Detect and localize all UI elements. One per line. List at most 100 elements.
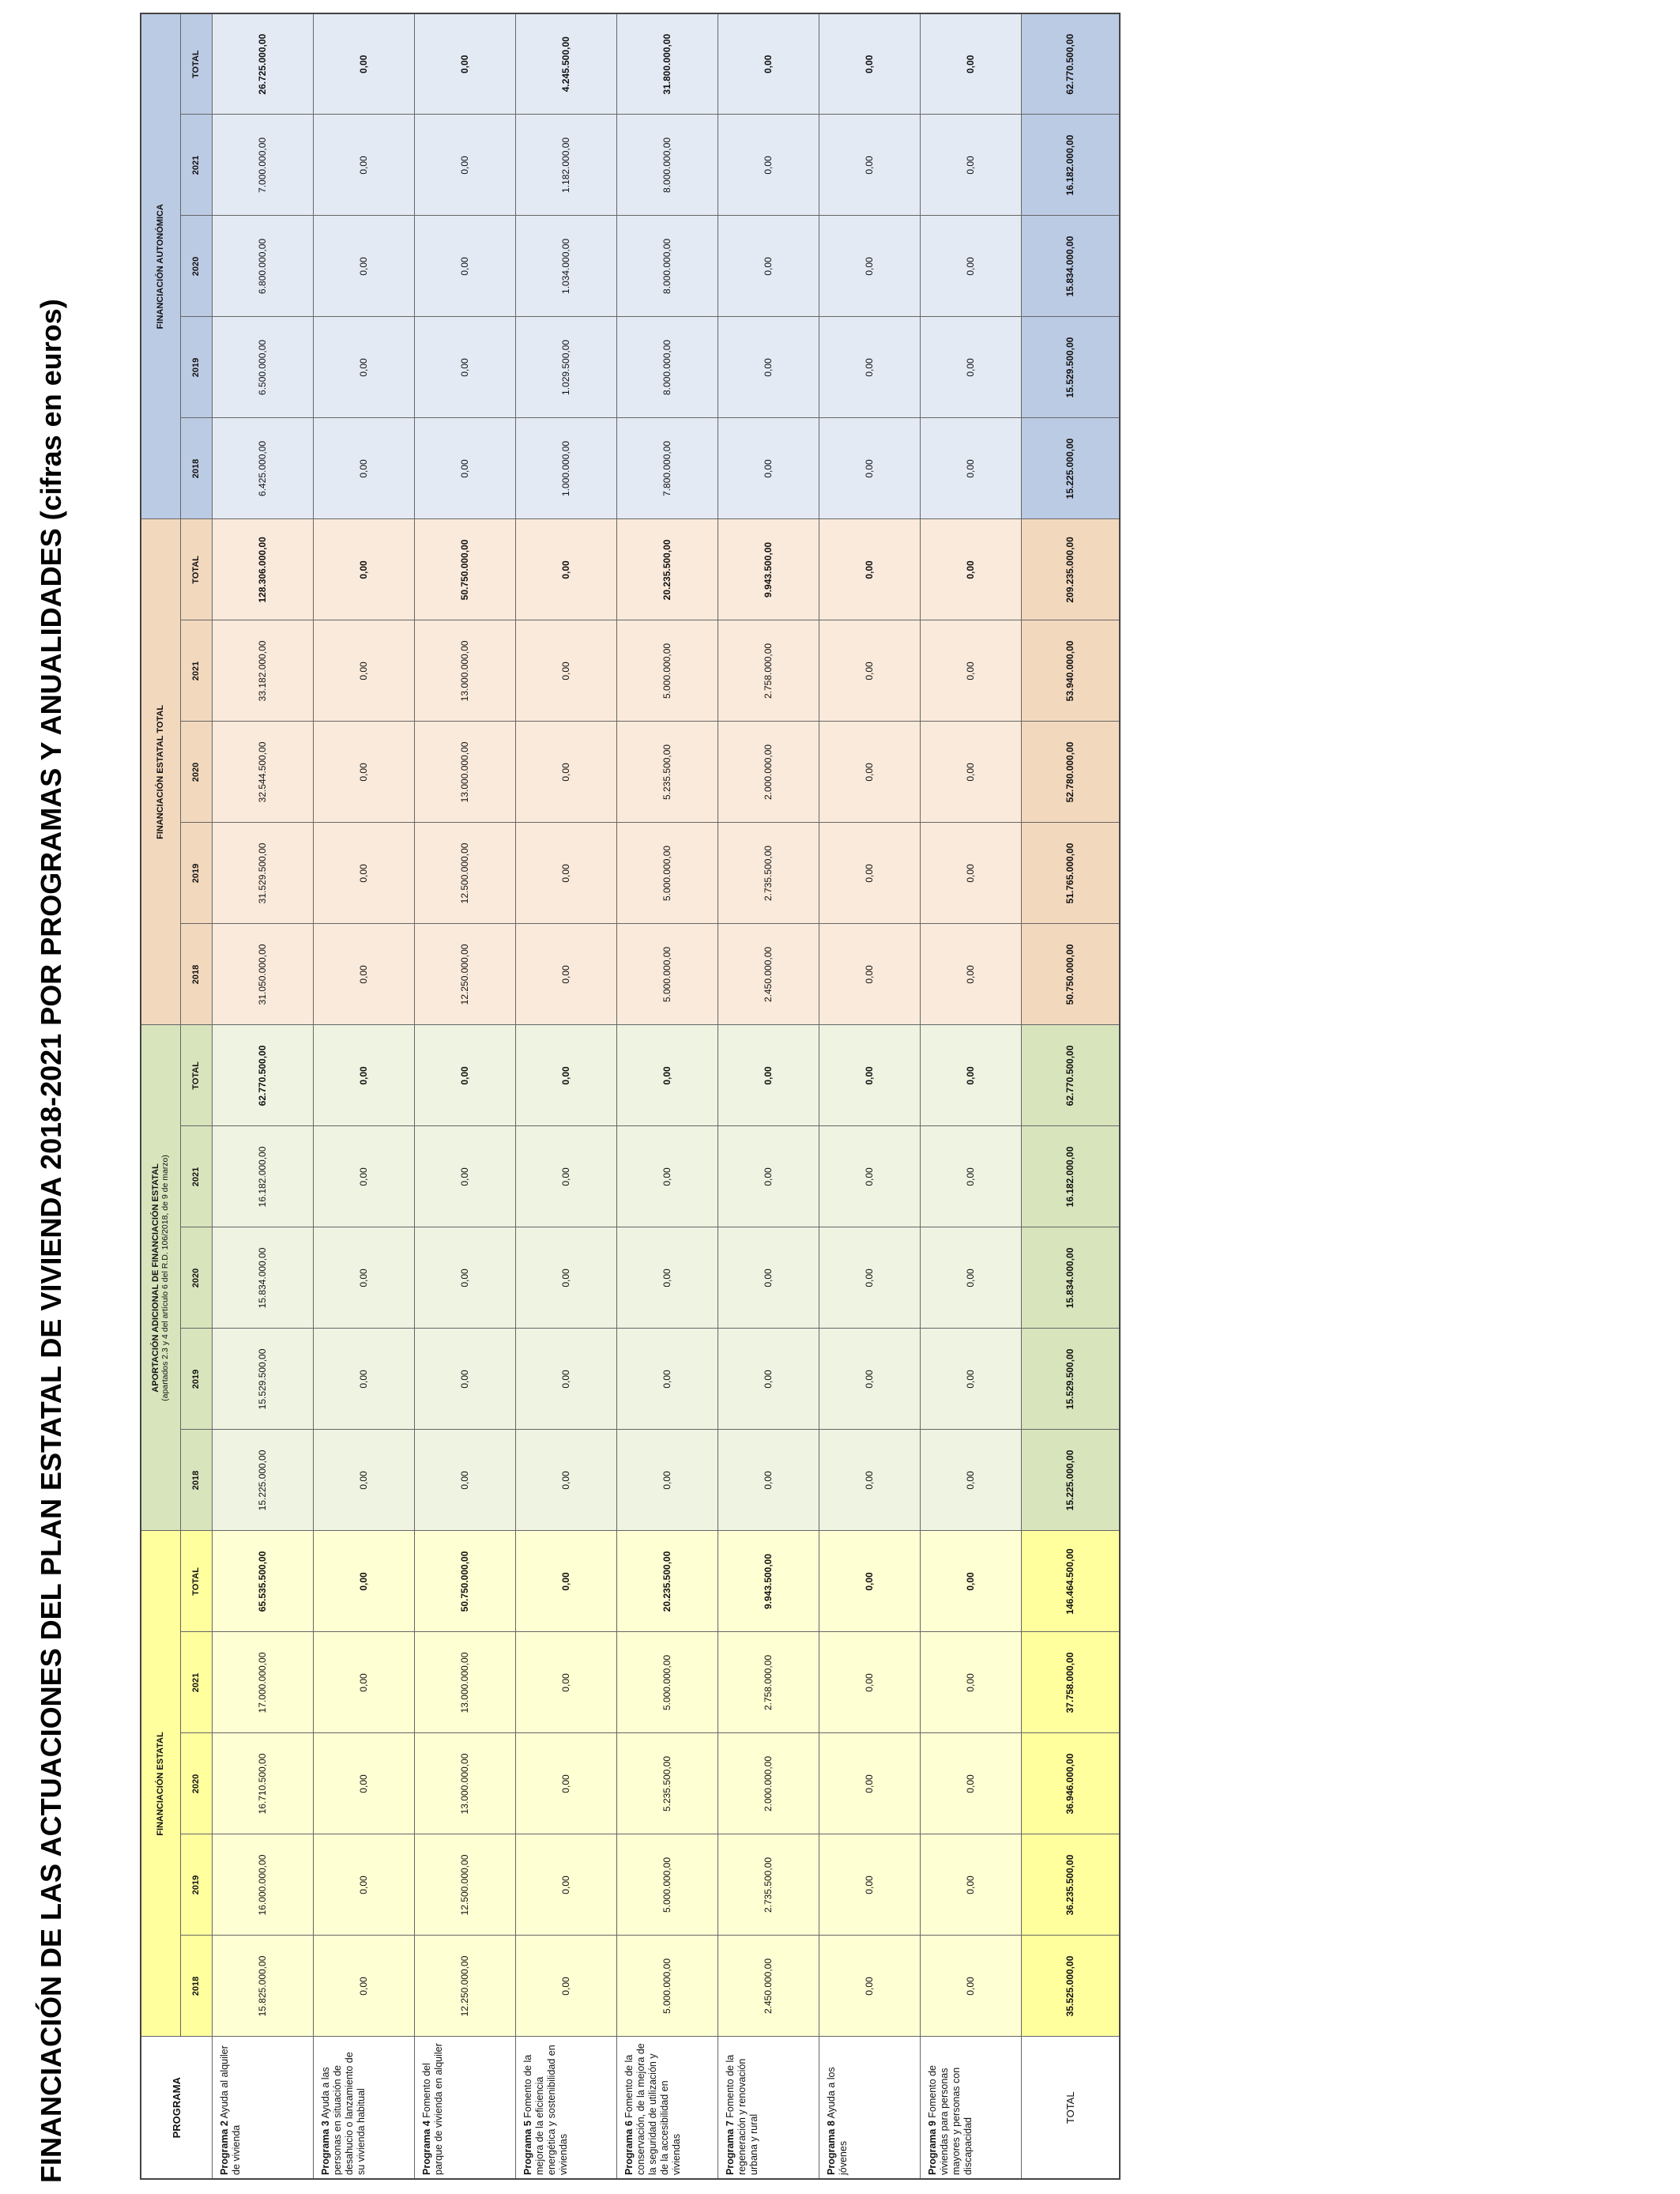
value-cell: 0,00	[819, 1227, 920, 1329]
value-cell: 0,00	[718, 1227, 819, 1329]
value-cell: 0,00	[313, 1227, 414, 1329]
value-cell: 0,00	[819, 518, 920, 620]
value-cell: 0,00	[515, 923, 616, 1025]
value-cell: 15.834.000,00	[212, 1227, 313, 1329]
value-cell: 0,00	[718, 417, 819, 519]
total-cell: 15.834.000,00	[1021, 1227, 1120, 1329]
value-cell: 0,00	[920, 1936, 1021, 2037]
value-cell: 0,00	[920, 518, 1021, 620]
program-row: Programa 7 Fomento de la regeneración y …	[718, 13, 819, 2179]
value-cell: 2.000.000,00	[718, 1733, 819, 1834]
value-cell: 0,00	[515, 1227, 616, 1329]
value-cell: 0,00	[515, 1024, 616, 1126]
value-cell: 20.235.500,00	[616, 518, 718, 620]
value-cell: 0,00	[920, 721, 1021, 823]
year-header: 2019	[180, 1328, 212, 1430]
program-number: Programa 6	[623, 2120, 635, 2175]
value-cell: 2.450.000,00	[718, 1936, 819, 2037]
value-cell: 16.710.500,00	[212, 1733, 313, 1834]
value-cell: 0,00	[616, 1429, 718, 1531]
total-cell: 209.235.000,00	[1021, 518, 1120, 620]
value-cell: 15.825.000,00	[212, 1936, 313, 2037]
value-cell: 0,00	[414, 1227, 515, 1329]
program-number: Programa 3	[319, 2120, 331, 2175]
value-cell: 0,00	[819, 1429, 920, 1531]
value-cell: 9.943.500,00	[718, 518, 819, 620]
value-cell: 1.182.000,00	[515, 114, 616, 216]
year-header: 2020	[180, 215, 212, 317]
year-header: TOTAL	[180, 1024, 212, 1126]
value-cell: 0,00	[414, 13, 515, 115]
value-cell: 0,00	[920, 114, 1021, 216]
program-number: Programa 5	[522, 2120, 533, 2175]
value-cell: 0,00	[515, 518, 616, 620]
value-cell: 12.250.000,00	[414, 1936, 515, 2037]
value-cell: 0,00	[616, 1024, 718, 1126]
value-cell: 0,00	[920, 215, 1021, 317]
value-cell: 0,00	[819, 13, 920, 115]
value-cell: 0,00	[718, 316, 819, 418]
value-cell: 0,00	[920, 1632, 1021, 1733]
year-header: 2018	[180, 1429, 212, 1531]
value-cell: 13.000.000,00	[414, 620, 515, 722]
value-cell: 5.000.000,00	[616, 1936, 718, 2037]
value-cell: 0,00	[616, 1328, 718, 1430]
value-cell: 1.000.000,00	[515, 417, 616, 519]
value-cell: 16.000.000,00	[212, 1834, 313, 1936]
value-cell: 0,00	[515, 822, 616, 924]
program-number: Programa 7	[724, 2120, 736, 2175]
year-header: 2021	[180, 620, 212, 722]
program-row: Programa 3 Ayuda a las personas en situa…	[313, 13, 414, 2179]
total-cell: 15.834.000,00	[1021, 215, 1120, 317]
year-header: 2021	[180, 1632, 212, 1733]
program-row: Programa 5 Fomento de la mejora de la ef…	[515, 13, 616, 2179]
program-cell: Programa 4 Fomento del parque de viviend…	[414, 2037, 515, 2179]
total-cell: 15.225.000,00	[1021, 417, 1120, 519]
value-cell: 31.800.000,00	[616, 13, 718, 115]
value-cell: 0,00	[515, 1429, 616, 1531]
value-cell: 0,00	[718, 13, 819, 115]
value-cell: 0,00	[515, 1125, 616, 1227]
value-cell: 31.529.500,00	[212, 822, 313, 924]
total-cell: 50.750.000,00	[1021, 923, 1120, 1025]
value-cell: 0,00	[718, 114, 819, 216]
value-cell: 0,00	[313, 620, 414, 722]
total-cell: 36.946.000,00	[1021, 1733, 1120, 1834]
value-cell: 0,00	[718, 1125, 819, 1227]
program-row: Programa 6 Fomento de la conservación, d…	[616, 13, 718, 2179]
value-cell: 0,00	[819, 1125, 920, 1227]
value-cell: 128.306.000,00	[212, 518, 313, 620]
group-header: FINANCIACIÓN ESTATAL	[141, 1530, 180, 2037]
group-subtitle: (apartados 2.3 y 4 del artículo 6 del R.…	[160, 1155, 171, 1401]
value-cell: 0,00	[313, 316, 414, 418]
value-cell: 0,00	[515, 721, 616, 823]
value-cell: 62.770.500,00	[212, 1024, 313, 1126]
value-cell: 65.535.500,00	[212, 1530, 313, 1632]
value-cell: 15.529.500,00	[212, 1328, 313, 1430]
year-header: TOTAL	[180, 518, 212, 620]
value-cell: 0,00	[819, 114, 920, 216]
value-cell: 0,00	[819, 1328, 920, 1430]
group-header: FINANCIACIÓN AUTONÓMICA	[141, 13, 180, 519]
program-number: Programa 2	[218, 2120, 230, 2175]
total-cell: 62.770.500,00	[1021, 13, 1120, 115]
value-cell: 13.000.000,00	[414, 721, 515, 823]
value-cell: 0,00	[515, 1733, 616, 1834]
value-cell: 0,00	[920, 417, 1021, 519]
program-cell: Programa 6 Fomento de la conservación, d…	[616, 2037, 718, 2179]
title: FINANCIACIÓN DE LAS ACTUACIONES DEL PLAN…	[35, 299, 67, 2183]
value-cell: 13.000.000,00	[414, 1632, 515, 1733]
program-cell: Programa 2 Ayuda al alquiler de vivienda	[212, 2037, 313, 2179]
value-cell: 0,00	[920, 13, 1021, 115]
program-row: Programa 8 Ayuda a los jóvenes 0,00 0,00 0,…	[819, 13, 920, 2179]
year-header: 2018	[180, 417, 212, 519]
value-cell: 0,00	[920, 923, 1021, 1025]
value-cell: 0,00	[819, 215, 920, 317]
total-row: TOTAL 35.525.000,00 36.235.500,00 36.946.00…	[1021, 13, 1120, 2179]
value-cell: 20.235.500,00	[616, 1530, 718, 1632]
value-cell: 5.000.000,00	[616, 1834, 718, 1936]
value-cell: 7.000.000,00	[212, 114, 313, 216]
group-header: APORTACIÓN ADICIONAL DE FINANCIACIÓN EST…	[141, 1024, 180, 1531]
value-cell: 4.245.500,00	[515, 13, 616, 115]
